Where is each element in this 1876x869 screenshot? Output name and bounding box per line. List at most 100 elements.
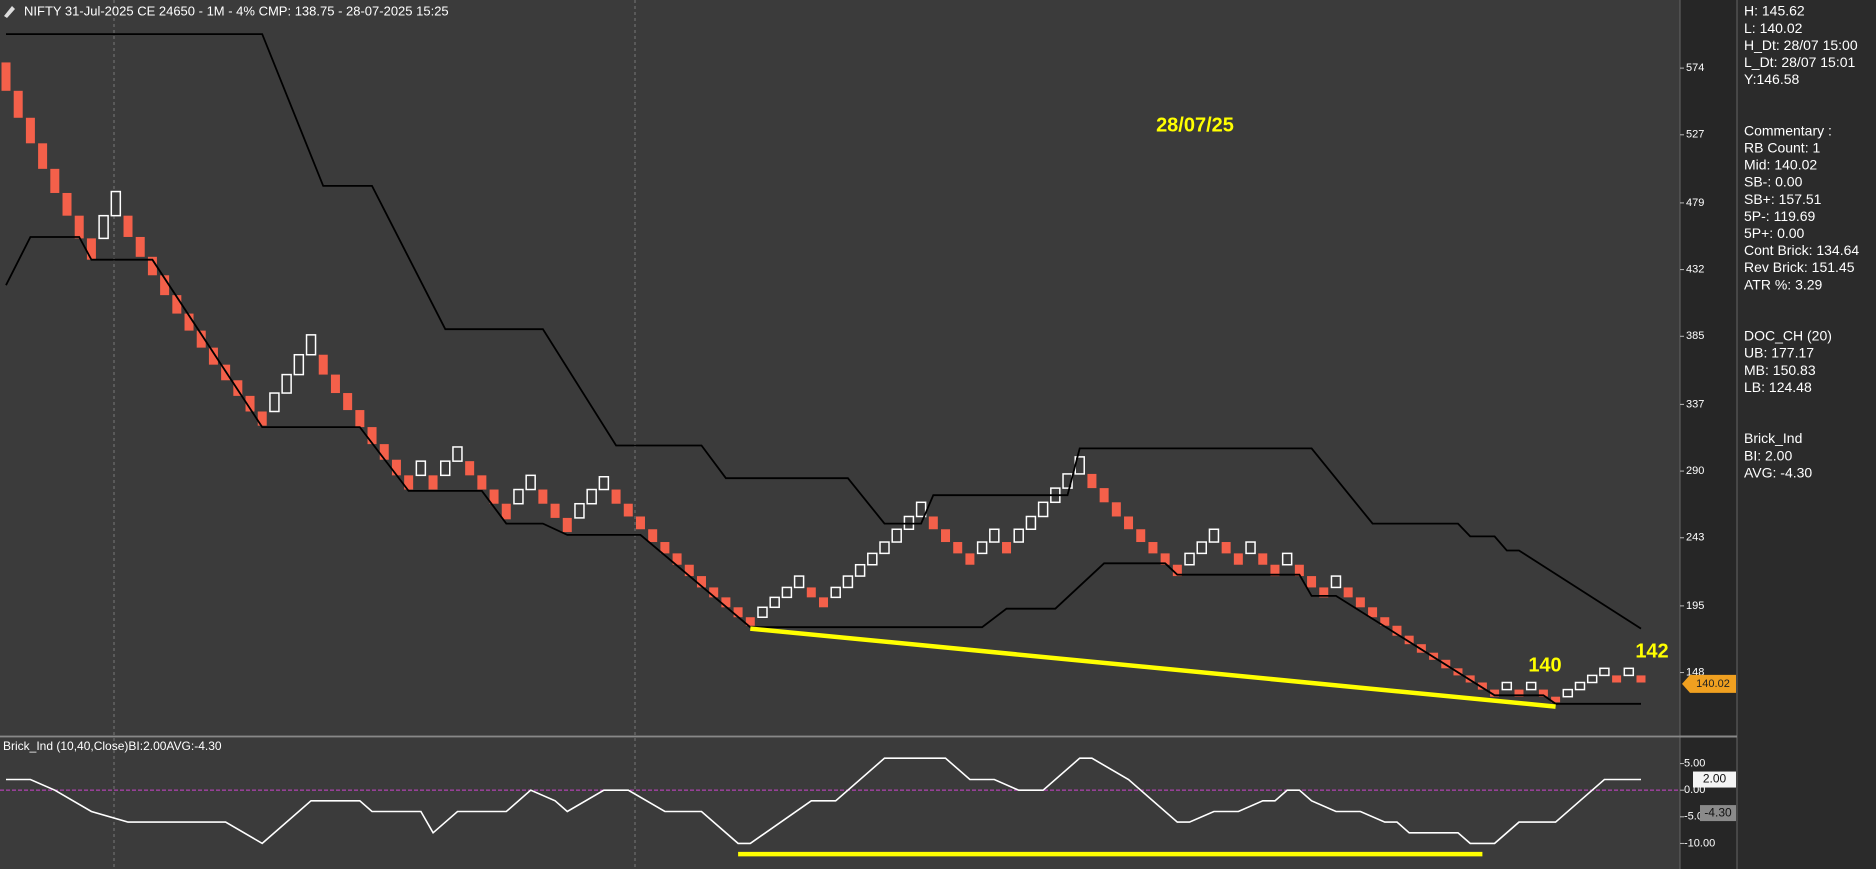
down-brick	[1270, 564, 1280, 577]
up-brick	[452, 446, 463, 462]
value-tag-label: 2.00	[1703, 772, 1727, 786]
trendline	[750, 626, 1556, 709]
down-brick	[709, 587, 719, 598]
down-brick	[367, 427, 377, 445]
up-brick	[757, 606, 768, 618]
down-brick	[1404, 635, 1414, 645]
up-brick	[305, 334, 317, 356]
down-brick	[635, 516, 645, 530]
up-brick	[879, 541, 890, 555]
down-brick	[953, 542, 963, 554]
indicator-line	[6, 757, 1641, 845]
info-text: Rev Brick: 151.45	[1744, 259, 1855, 275]
down-brick	[379, 444, 389, 460]
y-tick-label: 195	[1686, 600, 1704, 612]
info-text: MB: 150.83	[1744, 362, 1816, 378]
down-brick	[1612, 675, 1622, 683]
down-brick	[172, 295, 182, 314]
price-axis	[1680, 0, 1737, 869]
info-text: LB: 124.48	[1744, 379, 1812, 395]
up-brick	[842, 575, 854, 589]
up-brick	[1184, 552, 1195, 566]
annotation: 140	[1528, 654, 1561, 676]
up-brick	[574, 502, 585, 519]
down-brick	[562, 517, 572, 533]
info-text: AVG: -4.30	[1744, 464, 1812, 480]
down-brick	[696, 576, 706, 588]
info-text: Brick_Ind	[1744, 430, 1802, 446]
main-pane	[0, 0, 1680, 735]
up-brick	[525, 474, 536, 491]
down-brick	[745, 617, 755, 626]
up-brick	[281, 373, 292, 394]
y-tick-label: 479	[1686, 197, 1704, 209]
up-brick	[854, 563, 866, 577]
down-brick	[550, 503, 560, 518]
up-brick	[976, 541, 988, 555]
down-brick	[160, 275, 170, 296]
indicator-pane	[0, 738, 1680, 869]
y-tick-label: 385	[1686, 330, 1704, 342]
y-tick-label: 337	[1686, 398, 1704, 410]
info-text: 5P-: 119.69	[1744, 208, 1816, 224]
down-brick	[1551, 696, 1561, 703]
info-text: L: 140.02	[1744, 20, 1803, 36]
down-brick	[1148, 542, 1158, 554]
up-brick	[1013, 528, 1024, 543]
down-brick	[391, 459, 401, 476]
value-tag	[1700, 805, 1736, 822]
down-brick	[135, 236, 145, 257]
down-brick	[1538, 689, 1548, 697]
down-brick	[1514, 689, 1524, 697]
info-panel	[1737, 0, 1876, 869]
info-text: BI: 2.00	[1744, 447, 1792, 463]
indicator-title: Brick_Ind (10,40,Close)BI:2.00AVG:-4.30	[3, 739, 222, 753]
down-brick	[245, 395, 255, 412]
y-tick-label: 5.00	[1684, 757, 1705, 769]
up-brick	[1525, 681, 1537, 691]
down-brick	[1294, 564, 1304, 577]
up-brick	[1586, 674, 1598, 684]
down-brick	[233, 380, 243, 396]
down-brick	[74, 215, 84, 239]
up-brick	[598, 476, 610, 491]
up-brick	[293, 353, 305, 376]
down-brick	[1124, 516, 1134, 530]
info-text: Y:146.58	[1744, 71, 1799, 87]
down-brick	[465, 461, 475, 476]
down-brick	[648, 529, 658, 543]
down-brick	[672, 553, 682, 565]
down-brick	[1380, 617, 1390, 626]
down-brick	[208, 347, 218, 365]
down-brick	[38, 143, 48, 169]
price-tag-label: 140.02	[1696, 678, 1730, 690]
up-brick	[1562, 688, 1574, 698]
down-brick	[928, 516, 938, 530]
down-brick	[184, 313, 194, 331]
down-brick	[806, 587, 816, 598]
down-brick	[660, 542, 670, 554]
info-text: ATR %: 3.29	[1744, 276, 1823, 292]
up-brick	[793, 575, 805, 589]
down-brick	[1087, 473, 1097, 489]
info-text: SB-: 0.00	[1744, 174, 1803, 190]
up-brick	[830, 586, 841, 599]
info-text: L_Dt: 28/07 15:01	[1744, 54, 1856, 70]
down-brick	[1160, 553, 1170, 565]
up-brick	[1623, 667, 1635, 677]
up-brick	[1281, 552, 1293, 566]
y-tick-label: 290	[1686, 465, 1704, 477]
down-brick	[343, 393, 353, 411]
down-brick	[1136, 529, 1146, 543]
up-brick	[1208, 528, 1220, 543]
up-brick	[1574, 681, 1586, 691]
down-brick	[611, 489, 621, 504]
down-brick	[257, 411, 267, 426]
down-brick	[941, 529, 951, 543]
down-brick	[819, 597, 828, 608]
up-brick	[1037, 501, 1049, 518]
y-tick-label: -10.00	[1684, 837, 1715, 849]
down-brick	[62, 192, 72, 216]
